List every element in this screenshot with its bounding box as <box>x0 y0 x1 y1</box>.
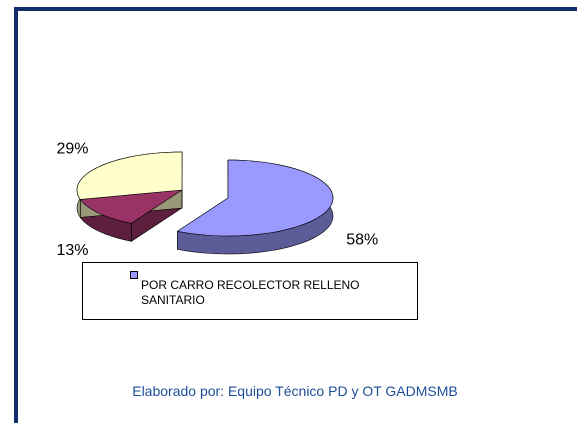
source-note: Elaborado por: Equipo Técnico PD y OT GA… <box>132 383 458 399</box>
frame-left <box>14 7 18 423</box>
data-label: 58% <box>346 232 378 249</box>
pie-slice <box>79 189 183 224</box>
data-label: 13% <box>56 242 88 259</box>
legend-key <box>130 271 138 279</box>
pie-slice <box>176 159 334 237</box>
data-label: 29% <box>56 140 88 157</box>
legend: POR CARRO RECOLECTOR RELLENO SANITARIO <box>82 262 418 320</box>
legend-label: POR CARRO RECOLECTOR RELLENO SANITARIO <box>141 278 360 307</box>
frame-top <box>14 7 577 11</box>
pie-slice <box>76 151 183 200</box>
